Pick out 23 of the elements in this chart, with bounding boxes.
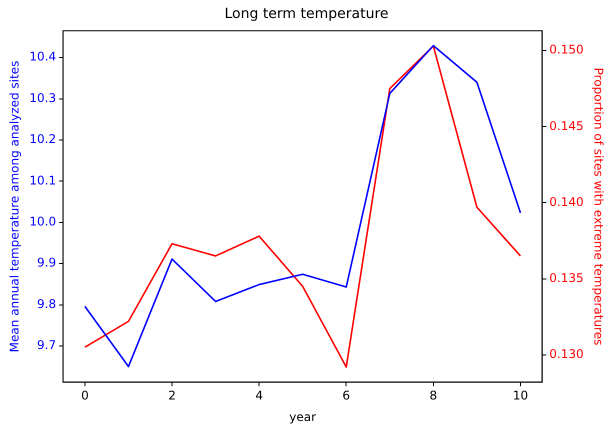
y-tick-label: 10.0	[29, 214, 56, 228]
chart-title: Long term temperature	[224, 6, 389, 22]
y2-tick-label: 0.130	[549, 346, 584, 361]
y-tick-label: 9.7	[37, 338, 56, 352]
y-tick-label: 10.2	[29, 132, 56, 146]
x-tick-label: 0	[81, 388, 89, 403]
x-tick-label: 8	[430, 388, 438, 403]
x-tick-label: 10	[512, 388, 528, 403]
y2-axis-title: Proportion of sites with extreme temperatures	[592, 68, 606, 346]
y2-tick-label: 0.140	[549, 194, 584, 209]
y2-tick-label: 0.135	[549, 270, 584, 285]
y2-tick-label: 0.150	[549, 42, 584, 57]
y2-tick-label: 0.145	[549, 118, 584, 133]
y-tick-label: 10.4	[29, 50, 56, 64]
x-tick-label: 4	[255, 388, 263, 403]
y-tick-label: 10.3	[29, 90, 56, 105]
x-axis-title: year	[289, 410, 316, 424]
x-tick-label: 6	[342, 388, 350, 403]
y-tick-label: 9.8	[37, 296, 56, 311]
x-tick-label: 2	[168, 388, 176, 403]
y-axis-title: Mean annual temperature among analyzed sites	[7, 60, 22, 352]
y-tick-label: 10.1	[29, 173, 56, 188]
y-tick-label: 9.9	[37, 256, 56, 270]
